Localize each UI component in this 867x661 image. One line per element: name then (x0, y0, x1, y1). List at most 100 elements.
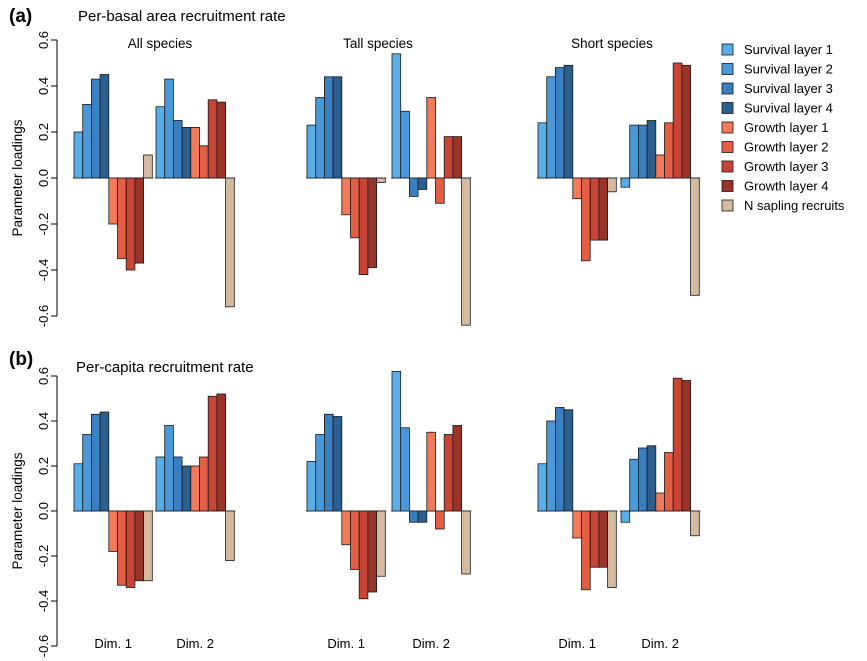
bar-a-group1-dim2-series8 (216, 101, 226, 179)
bar-b-group3-dim2-series9 (690, 510, 700, 537)
bar-a-group1-dim1-series4 (99, 74, 110, 179)
panel-a-letter: (a) (9, 6, 32, 27)
bar-a-group3-dim1-series2 (546, 76, 556, 179)
bar-b-group2-dim2-series4 (417, 510, 428, 523)
bar-b-group2-dim1-series5 (341, 510, 351, 546)
legend-swatch (721, 43, 734, 56)
legend-label: Survival layer 2 (744, 62, 833, 77)
y-tick-label: 0.6 (36, 367, 51, 385)
bar-a-group3-dim1-series4 (563, 64, 574, 179)
dim-label-group3-2: Dim. 2 (641, 636, 679, 651)
bar-b-group2-dim2-series8 (452, 425, 462, 512)
bar-b-group2-dim1-series8 (367, 510, 377, 593)
bar-b-group1-dim2-series3 (172, 456, 183, 512)
bar-b-group1-dim2-series5 (190, 465, 200, 512)
y-tick-label: 0.0 (36, 502, 51, 520)
bar-a-group3-dim2-series1 (620, 177, 631, 188)
bar-b-group2-dim2-series2 (400, 427, 410, 512)
bar-b-group1-dim1-series1 (73, 463, 84, 512)
bar-b-group2-dim2-series6 (435, 510, 445, 530)
y-tick-label: 0.0 (36, 169, 51, 187)
panel-a-title: Per-basal area recruitment rate (78, 8, 286, 25)
legend-swatch (721, 121, 734, 134)
legend-label: Growth layer 2 (744, 140, 829, 155)
bar-a-group1-dim2-series7 (207, 99, 218, 179)
bar-b-group1-dim1-series9 (143, 510, 153, 582)
bar-b-group2-dim1-series6 (350, 510, 360, 570)
y-tick-label: 0.4 (36, 77, 51, 95)
bar-b-group1-dim2-series7 (207, 395, 218, 512)
bar-b-group2-dim1-series9 (376, 510, 386, 577)
bar-a-group1-dim2-series6 (199, 145, 209, 179)
y-tick-label: -0.2 (36, 213, 51, 235)
bar-a-group3-dim1-series3 (555, 67, 565, 179)
panel-a-bars (73, 53, 701, 326)
bar-a-group1-dim1-series9 (143, 154, 153, 179)
legend-label: N sapling recruits (744, 198, 845, 213)
panel-b-y-axis: -0.6 -0.4 -0.2 0.0 0.2 0.4 0.6 (36, 367, 58, 657)
y-tick-label: 0.6 (36, 31, 51, 49)
y-tick-label: 0.2 (36, 457, 51, 475)
dim-label-group2-1: Dim. 1 (327, 636, 365, 651)
bar-a-group3-dim2-series4 (646, 120, 657, 179)
bar-b-group3-dim2-series1 (620, 510, 631, 523)
bar-b-group1-dim2-series6 (199, 456, 209, 512)
bar-a-group3-dim1-series7 (589, 177, 600, 241)
bar-b-group3-dim1-series9 (607, 510, 617, 588)
legend-swatch (721, 160, 734, 173)
bar-a-group3-dim1-series6 (581, 177, 591, 262)
bar-a-group3-dim2-series8 (681, 64, 692, 179)
dim-labels: Dim. 1 Dim. 2 Dim. 1 Dim. 2 Dim. 1 Dim. 2 (94, 636, 679, 651)
dim-label-group1-1: Dim. 1 (94, 636, 132, 651)
bar-b-group3-dim1-series1 (537, 463, 548, 512)
legend-swatch (721, 180, 734, 192)
legend-label: Growth layer 4 (744, 179, 829, 194)
bar-a-group2-dim2-series5 (426, 97, 436, 179)
bar-b-group3-dim2-series6 (664, 452, 674, 512)
legend-swatch (721, 102, 734, 114)
bar-a-group1-dim1-series7 (125, 177, 136, 271)
y-tick-label: 0.4 (36, 412, 51, 430)
bar-b-group2-dim1-series2 (315, 434, 325, 512)
bar-b-group3-dim1-series3 (555, 407, 565, 512)
dim-label-group2-2: Dim. 2 (412, 636, 450, 651)
panel-b-letter: (b) (9, 349, 33, 370)
bar-a-group1-dim2-series5 (190, 127, 200, 179)
bar-b-group1-dim1-series4 (99, 411, 110, 512)
bar-a-group1-dim2-series3 (172, 120, 183, 179)
bar-a-group1-dim1-series1 (73, 131, 84, 179)
bar-a-group2-dim2-series6 (435, 177, 445, 204)
bar-a-group2-dim1-series3 (323, 76, 334, 179)
bar-b-group2-dim2-series5 (426, 431, 436, 512)
y-tick-label: -0.4 (36, 259, 51, 281)
bar-a-group3-dim2-series2 (629, 124, 639, 179)
bar-a-group2-dim1-series8 (367, 177, 377, 269)
y-tick-label: 0.2 (36, 123, 51, 141)
legend-label: Survival layer 3 (744, 81, 833, 96)
panel-b-ylabel: Parameter loadings (10, 452, 25, 569)
bar-a-group2-dim2-series2 (400, 110, 410, 179)
legend-label: Survival layer 1 (744, 42, 833, 57)
legend-swatch (721, 82, 734, 95)
legend-swatch (721, 63, 734, 75)
bar-a-group3-dim2-series7 (672, 62, 683, 179)
panel-a-group-title-short: Short species (571, 36, 653, 51)
dim-label-group3-1: Dim. 1 (558, 636, 596, 651)
bar-b-group3-dim2-series8 (681, 380, 692, 512)
bar-a-group2-dim1-series4 (332, 76, 343, 179)
bar-a-group1-dim1-series8 (134, 177, 144, 264)
y-tick-label: -0.2 (36, 545, 51, 567)
bar-b-group2-dim2-series3 (408, 510, 419, 523)
bar-a-group3-dim1-series5 (572, 177, 582, 200)
bar-b-group1-dim1-series5 (108, 510, 118, 552)
bar-a-group1-dim2-series1 (155, 106, 166, 179)
bar-b-group2-dim1-series7 (358, 510, 369, 600)
bar-b-group2-dim1-series4 (332, 416, 343, 512)
legend-swatch (721, 199, 734, 212)
bar-a-group3-dim2-series5 (655, 154, 665, 179)
bar-a-group2-dim1-series1 (306, 124, 317, 179)
bar-b-group3-dim1-series6 (581, 510, 591, 591)
bar-a-group1-dim2-series9 (225, 177, 235, 308)
bar-a-group2-dim1-series9 (376, 177, 386, 183)
